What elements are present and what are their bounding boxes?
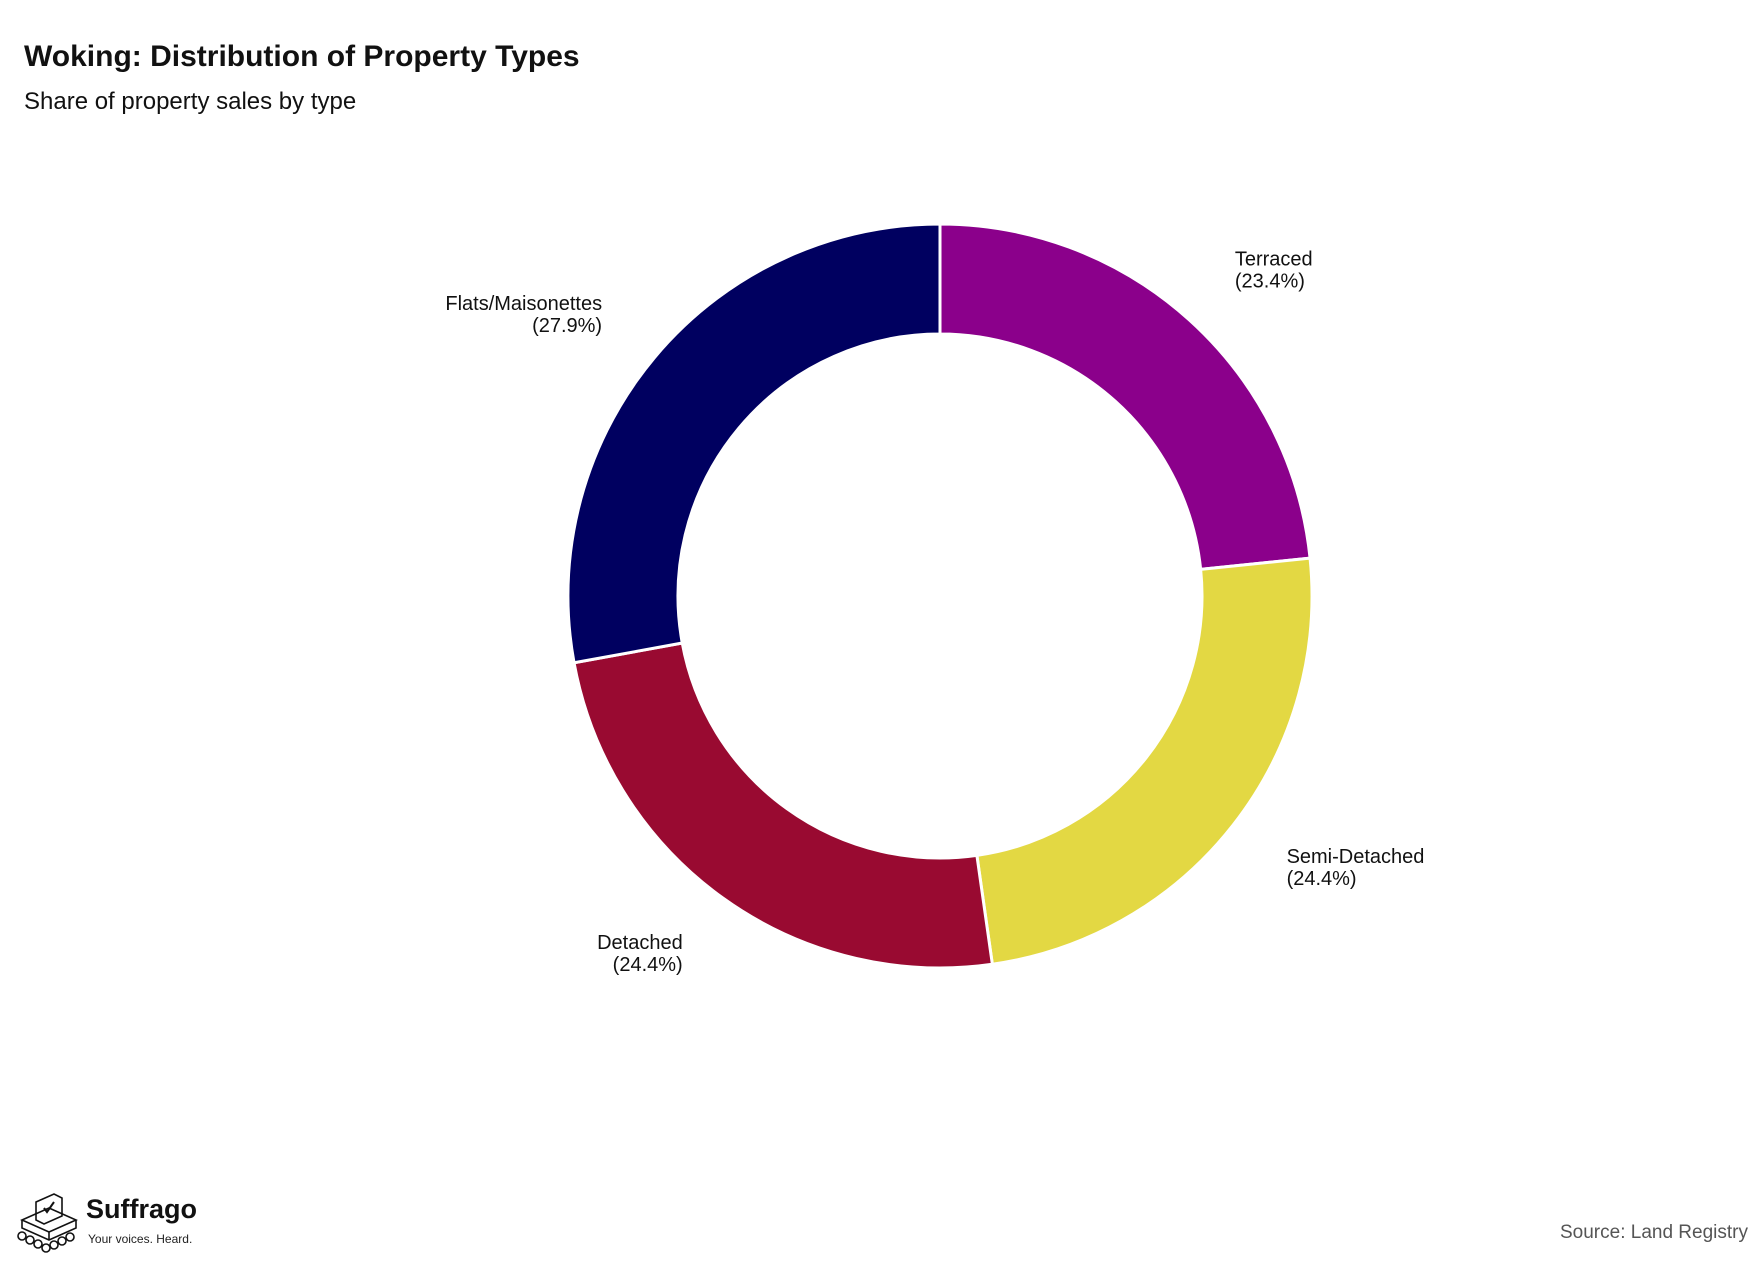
slice-labels: Terraced (23.4%)Semi-Detached (24.4%)Detac…	[445, 248, 1424, 976]
slice-percent: (24.4%)	[613, 954, 683, 976]
slice-terraced	[938, 222, 1312, 571]
source-note: Source: Land Registry	[1560, 1222, 1748, 1243]
slice-name: Semi-Detached	[1287, 846, 1425, 868]
slice-label-terraced: Terraced (23.4%)	[1235, 248, 1313, 292]
donut-slices	[566, 222, 1314, 970]
slice-detached	[572, 641, 995, 970]
chart-subtitle: Share of property sales by type	[24, 88, 357, 115]
slice-semi-detached	[975, 556, 1314, 966]
slice-name: Detached	[597, 932, 683, 954]
slice-name: Flats/Maisonettes	[445, 293, 602, 315]
slice-label-flats-maisonettes: Flats/Maisonettes (27.9%)	[445, 293, 602, 337]
logo-name: Suffrago	[86, 1194, 197, 1224]
ballot-box-icon	[17, 1193, 78, 1253]
slice-flats-maisonettes	[566, 222, 942, 665]
chart-title: Woking: Distribution of Property Types	[24, 40, 580, 73]
slice-percent: (24.4%)	[1287, 868, 1357, 890]
slice-percent: (23.4%)	[1235, 270, 1305, 292]
slice-name: Terraced	[1235, 248, 1313, 270]
slice-label-detached: Detached (24.4%)	[597, 932, 683, 976]
logo-tagline: Your voices. Heard.	[88, 1232, 193, 1246]
suffrago-logo: Suffrago Your voices. Heard.	[14, 1190, 214, 1254]
slice-percent: (27.9%)	[532, 315, 602, 337]
slice-label-semi-detached: Semi-Detached (24.4%)	[1287, 846, 1425, 890]
